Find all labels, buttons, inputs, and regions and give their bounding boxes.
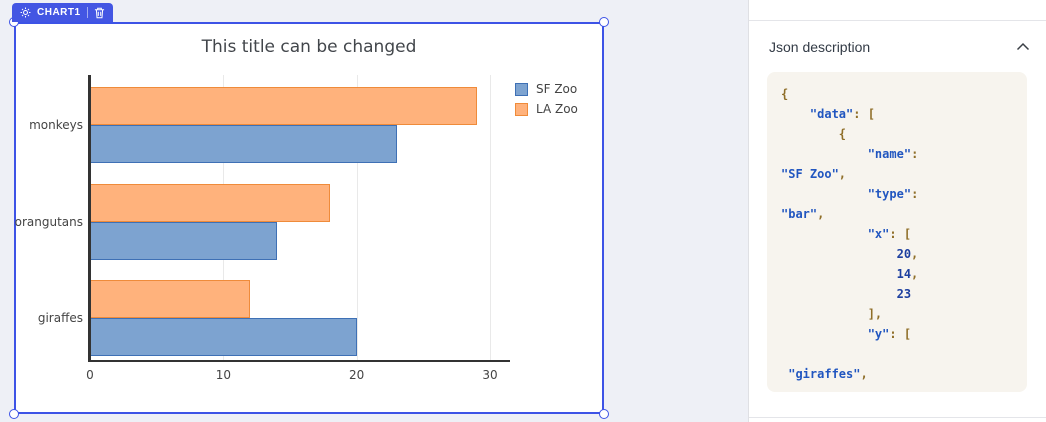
chart-title: This title can be changed xyxy=(201,37,417,57)
plot-area: 0 10 20 30 monkeys orangutans giraffes xyxy=(15,75,510,382)
json-description-header[interactable]: Json description xyxy=(769,36,1030,58)
x-axis-tick-label: 20 xyxy=(349,368,365,382)
chart-selection-badge: CHART1 xyxy=(12,3,113,22)
legend-label-la-zoo: LA Zoo xyxy=(536,102,578,116)
y-axis-category-label: orangutans xyxy=(14,214,83,229)
grid-line xyxy=(356,75,358,360)
code-line: 23 xyxy=(896,287,912,301)
y-axis-category-label: giraffes xyxy=(37,311,83,325)
canvas-workspace[interactable]: CHART1 This title can be changed 0 10 20 30… xyxy=(0,0,748,422)
code-line: "SF Zoo", xyxy=(781,167,847,181)
bar-sf-zoo-orangutans[interactable] xyxy=(90,221,277,260)
code-line: { xyxy=(781,87,789,101)
grid-line xyxy=(490,75,491,360)
legend-label-sf-zoo: SF Zoo xyxy=(536,82,578,96)
chart-card[interactable]: This title can be changed 0 10 20 30 monkeys… xyxy=(9,17,609,419)
legend-item-la-zoo[interactable]: LA Zoo xyxy=(515,102,578,116)
x-axis-tick-label: 10 xyxy=(215,368,231,382)
y-axis-category-label: monkeys xyxy=(29,118,83,132)
code-line: 20, xyxy=(896,247,919,261)
legend-swatch-la-zoo xyxy=(515,102,528,116)
x-axis-tick-label: 30 xyxy=(482,368,498,382)
chart-settings-gear-icon[interactable] xyxy=(20,7,31,18)
legend-swatch-sf-zoo xyxy=(515,82,528,96)
bar-sf-zoo-monkeys[interactable] xyxy=(90,125,397,163)
code-line: "data": [ xyxy=(809,107,875,121)
x-axis-line xyxy=(88,360,510,362)
bar-la-zoo-monkeys[interactable] xyxy=(90,87,477,125)
code-line: ], xyxy=(867,307,883,321)
code-line xyxy=(781,344,1013,364)
x-axis-tick-label: 0 xyxy=(86,368,94,382)
code-line: "bar", xyxy=(781,207,825,221)
bar-sf-zoo-giraffes[interactable] xyxy=(90,318,357,356)
code-line: "x": [ xyxy=(867,227,912,241)
resize-handle-top-right[interactable] xyxy=(599,17,609,27)
code-line: "name": xyxy=(867,147,919,161)
code-line: 14, xyxy=(896,267,919,281)
chart-badge-label: CHART1 xyxy=(37,7,81,18)
code-line: { xyxy=(838,127,847,141)
badge-divider xyxy=(86,7,88,18)
collapse-chevron-up-icon[interactable] xyxy=(1016,38,1030,56)
bar-la-zoo-orangutans[interactable] xyxy=(90,183,330,222)
legend-item-sf-zoo[interactable]: SF Zoo xyxy=(515,82,578,96)
json-code-block: { "data": [ { "name": "SF Zoo", "type": "b… xyxy=(767,72,1027,392)
json-description-panel: Json description { "data": [ { "name": "S… xyxy=(748,0,1046,422)
y-axis-line xyxy=(88,75,91,361)
code-line: "y": [ xyxy=(867,327,912,341)
code-line: "type": xyxy=(867,187,919,201)
chart-legend: SF Zoo LA Zoo xyxy=(515,82,578,116)
code-line: "giraffes", xyxy=(788,367,868,381)
resize-handle-bottom-right[interactable] xyxy=(599,409,609,419)
bar-la-zoo-giraffes[interactable] xyxy=(90,280,250,318)
json-description-title: Json description xyxy=(769,39,871,55)
panel-top-divider xyxy=(749,20,1046,21)
resize-handle-bottom-left[interactable] xyxy=(9,409,19,419)
delete-chart-trash-icon[interactable] xyxy=(94,7,105,19)
panel-bottom-divider xyxy=(749,417,1046,418)
